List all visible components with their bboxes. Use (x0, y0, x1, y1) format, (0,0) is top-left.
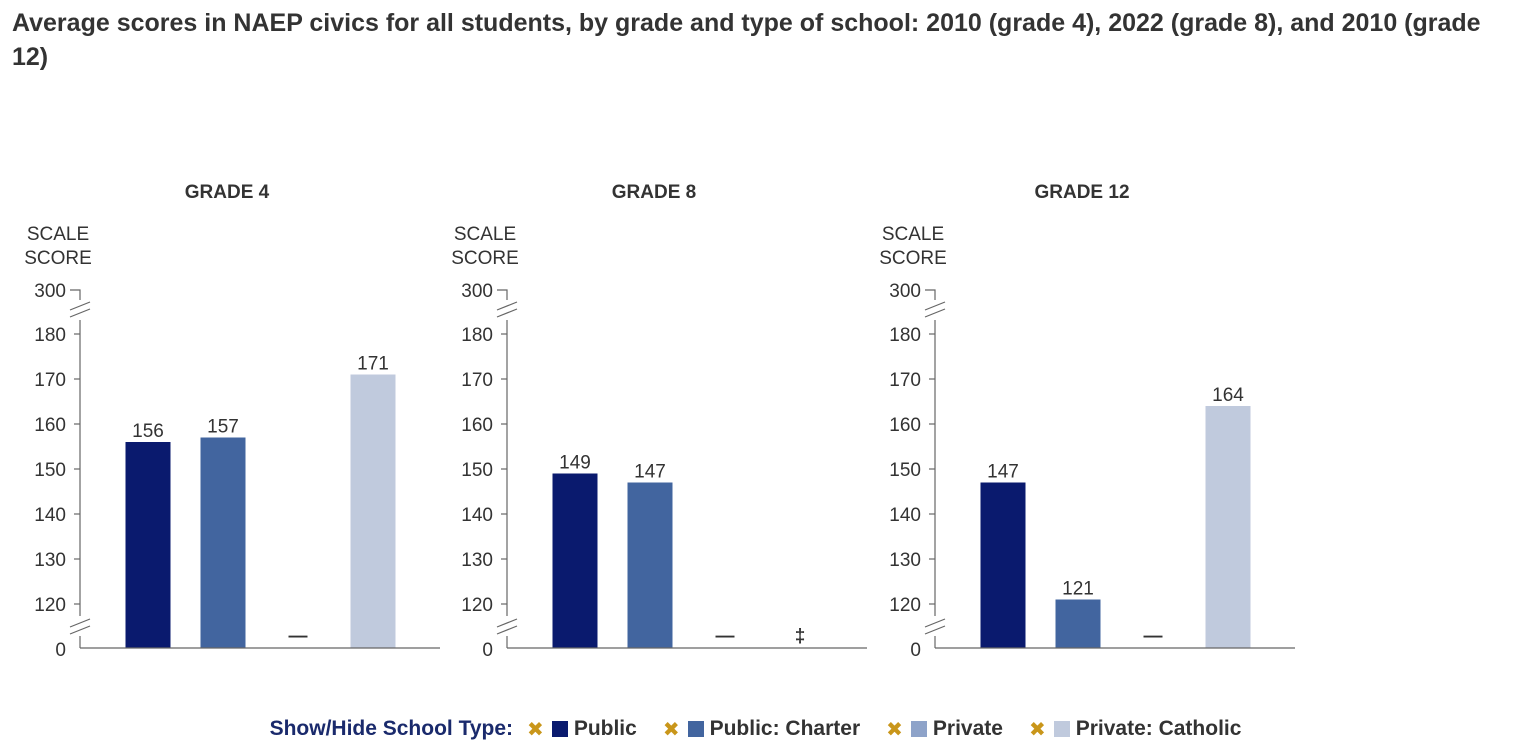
x-icon[interactable]: ✖ (527, 718, 544, 741)
y-tick-label: 160 (34, 415, 66, 436)
data-label: 147 (634, 462, 666, 483)
data-label: — (289, 626, 308, 647)
data-label: 157 (207, 417, 239, 438)
data-label: ‡ (795, 626, 806, 647)
data-label: 156 (132, 421, 164, 442)
chart-title: Average scores in NAEP civics for all st… (12, 9, 1481, 71)
y-tick-label: 130 (889, 550, 921, 571)
bar (627, 482, 673, 648)
chart-panel: GRADE 8 SCALE SCORE 300 180 170 160 150 140 130 12… (451, 182, 867, 661)
y-tick-label: 0 (55, 640, 66, 661)
y-tick-label: 120 (461, 595, 493, 616)
legend: Show/Hide School Type: ✖ Public ✖ Public… (0, 712, 1537, 746)
axis-break-mark (496, 618, 518, 628)
y-axis-label: SCALE SCORE (24, 224, 92, 269)
y-tick-label: 180 (889, 325, 921, 346)
y-tick-label: 180 (461, 325, 493, 346)
x-icon[interactable]: ✖ (1028, 718, 1046, 741)
bar (125, 442, 171, 648)
bar (980, 482, 1026, 648)
axis-break-mark (69, 625, 91, 635)
x-icon[interactable]: ✖ (662, 718, 680, 741)
y-tick-label: 0 (910, 640, 921, 661)
legend-item-public[interactable]: ✖ Public (527, 717, 637, 742)
y-tick-label: 300 (34, 281, 66, 302)
bar (1055, 599, 1101, 648)
y-axis-top-segment (925, 289, 936, 300)
y-axis-label-line: SCORE (879, 248, 947, 269)
axis-break-mark (924, 625, 946, 635)
bar (200, 437, 246, 648)
y-axis-top-segment (497, 289, 508, 300)
charts-area: GRADE 4 SCALE SCORE 300 180 170 160 150 140 130 12… (24, 182, 1295, 661)
y-tick-label: 120 (34, 595, 66, 616)
data-label: — (1144, 626, 1163, 647)
data-label: 121 (1062, 579, 1094, 600)
legend-title: Show/Hide School Type: (269, 717, 514, 740)
data-label: 164 (1212, 385, 1244, 406)
y-tick-label: 130 (461, 550, 493, 571)
chart-panel: GRADE 4 SCALE SCORE 300 180 170 160 150 140 130 12… (24, 182, 440, 661)
y-tick-label: 140 (889, 505, 921, 526)
y-tick-label: 170 (34, 370, 66, 391)
legend-label: Private (932, 717, 1003, 740)
y-axis-label: SCALE SCORE (879, 224, 947, 269)
axis-break-mark (69, 301, 91, 311)
y-axis-top-segment (70, 289, 81, 300)
y-tick-label: 300 (889, 281, 921, 302)
data-label: 171 (357, 354, 389, 375)
bar (1205, 406, 1251, 648)
y-axis-label-line: SCALE (882, 224, 944, 245)
y-tick-label: 170 (889, 370, 921, 391)
legend-label: Public (573, 717, 637, 740)
panel-title: GRADE 4 (185, 182, 270, 203)
y-tick-label: 0 (482, 640, 493, 661)
axis-break-mark (496, 308, 518, 318)
legend-swatch (687, 721, 704, 737)
y-tick-label: 180 (34, 325, 66, 346)
legend-swatch (1053, 721, 1070, 737)
legend-item-public-charter[interactable]: ✖ Public: Charter (663, 717, 860, 742)
y-tick-label: 150 (34, 460, 66, 481)
y-tick-label: 130 (34, 550, 66, 571)
y-tick-label: 300 (461, 281, 493, 302)
panel-title: GRADE 12 (1034, 182, 1129, 203)
legend-label: Private: Catholic (1075, 717, 1242, 740)
bar (552, 473, 598, 648)
y-axis-label: SCALE SCORE (451, 224, 519, 269)
axis-break-mark (69, 618, 91, 628)
axis-break-mark (924, 308, 946, 318)
y-tick-label: 160 (461, 415, 493, 436)
chart-panel: GRADE 12 SCALE SCORE 300 180 170 160 150 140 130 1… (879, 182, 1295, 661)
axis-break-mark (496, 625, 518, 635)
panel-title: GRADE 8 (612, 182, 696, 203)
data-label: 147 (987, 462, 1019, 483)
legend-swatch (910, 721, 927, 737)
axis-break-mark (496, 301, 518, 311)
y-axis-label-line: SCORE (451, 248, 519, 269)
y-tick-label: 120 (889, 595, 921, 616)
y-axis-label-line: SCALE (454, 224, 516, 245)
legend-swatch (551, 721, 568, 737)
y-tick-label: 140 (461, 505, 493, 526)
axis-break-mark (924, 301, 946, 311)
x-icon[interactable]: ✖ (886, 718, 903, 741)
y-axis-label-line: SCORE (24, 248, 92, 269)
legend-item-private[interactable]: ✖ Private (886, 717, 1003, 742)
bar (350, 374, 396, 648)
axis-break-mark (69, 308, 91, 318)
y-tick-label: 150 (461, 460, 493, 481)
legend-label: Public: Charter (709, 717, 861, 740)
y-tick-label: 150 (889, 460, 921, 481)
y-axis-label-line: SCALE (27, 224, 89, 245)
legend-item-private-catholic[interactable]: ✖ Private: Catholic (1029, 717, 1241, 742)
data-label: 149 (559, 453, 591, 474)
axis-break-mark (924, 618, 946, 628)
y-tick-label: 140 (34, 505, 66, 526)
y-tick-label: 160 (889, 415, 921, 436)
y-tick-label: 170 (461, 370, 493, 391)
data-label: — (716, 626, 735, 647)
